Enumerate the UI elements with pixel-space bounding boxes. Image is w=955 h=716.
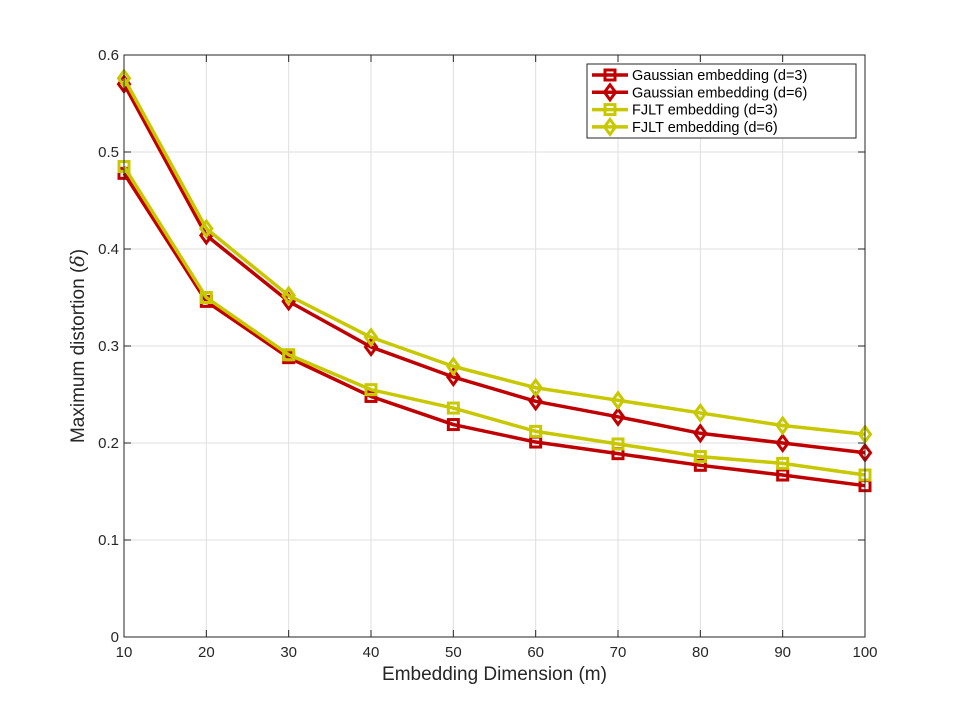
grid bbox=[124, 55, 865, 637]
tick-labels: 10 20 30 40 50 60 70 80 90 100 0 0.1 0.2 0.3 0.4 0.5 0.6 bbox=[98, 47, 877, 661]
x-tick-label: 50 bbox=[445, 644, 462, 661]
x-tick-label: 20 bbox=[198, 644, 215, 661]
series-line bbox=[122, 165, 866, 477]
series-line bbox=[122, 172, 866, 488]
legend-marker bbox=[602, 116, 618, 137]
data-point bbox=[446, 401, 460, 415]
y-tick-label: 0 bbox=[111, 629, 119, 646]
x-tick-label: 60 bbox=[527, 644, 544, 661]
series-line bbox=[122, 83, 866, 455]
legend-label: FJLT embedding (d=3) bbox=[632, 103, 778, 119]
x-tick-label: 30 bbox=[280, 644, 297, 661]
plot-frame bbox=[123, 54, 866, 638]
legend: Gaussian embedding (d=3)Gaussian embeddi… bbox=[586, 63, 857, 139]
x-tick-label: 70 bbox=[610, 644, 627, 661]
data-point bbox=[282, 348, 296, 362]
data-point bbox=[775, 415, 791, 436]
legend-item: FJLT embedding (d=6) bbox=[592, 116, 778, 137]
legend-item: Gaussian embedding (d=3) bbox=[592, 68, 807, 84]
data-point bbox=[610, 406, 626, 427]
x-tick-label: 40 bbox=[363, 644, 380, 661]
legend-label: Gaussian embedding (d=3) bbox=[632, 68, 807, 84]
data-point bbox=[776, 468, 790, 482]
data-point bbox=[363, 336, 379, 358]
x-tick-label: 90 bbox=[774, 644, 791, 661]
legend-label: FJLT embedding (d=6) bbox=[632, 120, 778, 136]
x-tick-label: 80 bbox=[692, 644, 709, 661]
x-tick-label: 10 bbox=[116, 644, 133, 661]
legend-marker bbox=[603, 68, 617, 82]
y-tick-label: 0.5 bbox=[98, 144, 119, 161]
data-point bbox=[776, 456, 790, 470]
data-point bbox=[610, 390, 626, 411]
x-tick-label: 100 bbox=[852, 644, 877, 661]
y-tick-label: 0.2 bbox=[98, 435, 119, 452]
x-axis-title: Embedding Dimension (m) bbox=[382, 664, 607, 685]
data-point bbox=[445, 356, 461, 377]
y-axis-title-suffix: ) bbox=[68, 249, 89, 255]
y-axis-title-prefix: Maximum distortion ( bbox=[68, 266, 89, 443]
data-point bbox=[199, 291, 213, 304]
legend-item: FJLT embedding (d=3) bbox=[592, 103, 778, 119]
data-point bbox=[281, 285, 297, 306]
data-point bbox=[693, 450, 707, 464]
y-tick-label: 0.3 bbox=[98, 338, 119, 355]
data-point bbox=[528, 377, 544, 398]
legend-marker bbox=[603, 103, 617, 117]
data-point bbox=[363, 327, 379, 348]
legend-box bbox=[586, 63, 857, 139]
legend-item: Gaussian embedding (d=6) bbox=[592, 82, 807, 103]
data-point bbox=[364, 383, 378, 397]
data-point bbox=[198, 218, 214, 239]
y-axis-title-symbol: δ bbox=[67, 255, 89, 266]
data-point bbox=[611, 437, 625, 451]
series-line bbox=[122, 77, 866, 437]
data-point bbox=[775, 432, 791, 454]
y-tick-label: 0.1 bbox=[98, 532, 119, 549]
data-point bbox=[446, 418, 460, 432]
data-point bbox=[692, 423, 708, 444]
data-point bbox=[445, 367, 461, 388]
legend-marker bbox=[602, 82, 618, 103]
y-tick-label: 0.4 bbox=[98, 241, 119, 258]
y-tick-label: 0.6 bbox=[98, 47, 119, 64]
data-point bbox=[528, 391, 544, 412]
legend-label: Gaussian embedding (d=6) bbox=[632, 85, 807, 101]
data-point bbox=[529, 424, 543, 438]
data-point bbox=[692, 402, 708, 423]
y-axis-title: Maximum distortion (δ) bbox=[67, 249, 89, 443]
